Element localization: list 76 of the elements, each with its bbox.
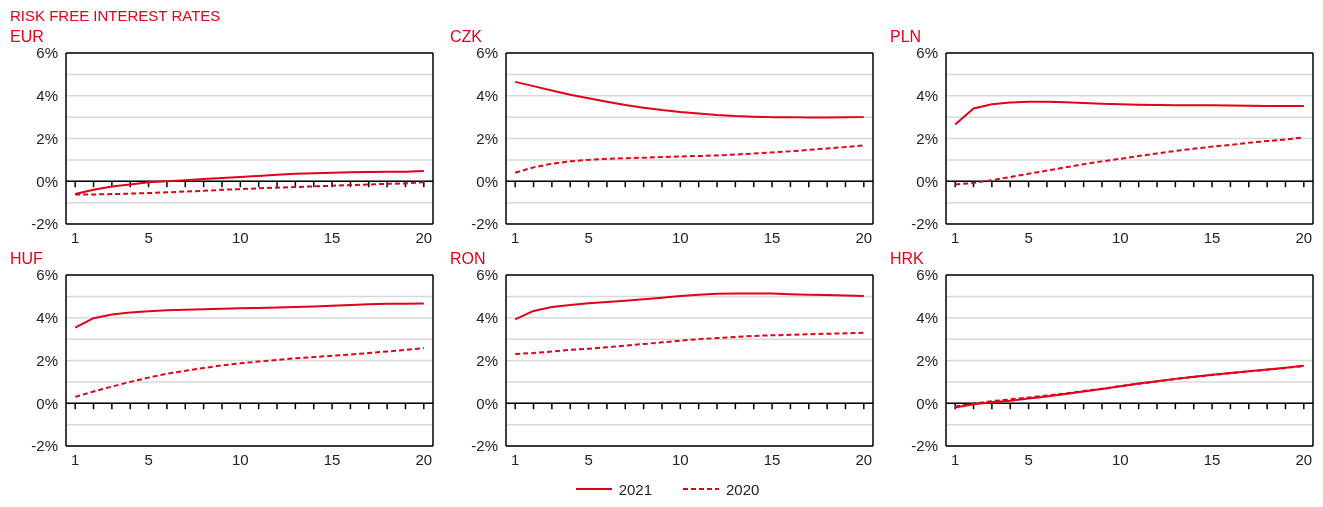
x-tick-label: 20 [855, 228, 873, 246]
x-tick-label: 5 [584, 228, 593, 246]
x-tick-label: 20 [415, 450, 433, 468]
x-tick-label: 1 [951, 228, 960, 246]
y-tick-label: 2% [476, 351, 498, 369]
x-tick-label: 5 [144, 228, 153, 246]
x-tick-label: 10 [671, 450, 689, 468]
y-tick-label: 6% [916, 44, 938, 62]
y-tick-label: 0% [36, 172, 58, 190]
y-tick-label: 2% [476, 129, 498, 147]
y-tick-label: 2% [916, 129, 938, 147]
line-series [954, 100, 1305, 126]
x-tick-label: 10 [1111, 228, 1129, 246]
y-tick-label: -2% [31, 437, 58, 455]
x-tick-label: 5 [584, 450, 593, 468]
x-tick-label: 1 [511, 450, 520, 468]
y-tick-label: 0% [916, 172, 938, 190]
y-tick-label: 0% [916, 394, 938, 412]
y-tick-label: 0% [476, 394, 498, 412]
y-tick-label: -2% [911, 437, 938, 455]
x-tick-label: 15 [1203, 228, 1221, 246]
y-tick-label: 2% [916, 351, 938, 369]
y-tick-label: 6% [916, 266, 938, 284]
y-tick-label: 4% [916, 87, 938, 105]
y-tick-label: -2% [471, 437, 498, 455]
x-tick-label: 15 [1203, 450, 1221, 468]
chart-title: EUR [9, 28, 45, 46]
y-tick-label: 4% [36, 309, 58, 327]
chart-title: CZK [449, 28, 483, 46]
chart-title: RON [449, 250, 487, 268]
y-tick-label: -2% [31, 215, 58, 233]
y-tick-label: 6% [36, 44, 58, 62]
y-tick-label: 4% [476, 309, 498, 327]
x-tick-label: 20 [1295, 228, 1313, 246]
legend-label: 2020 [726, 480, 760, 498]
y-tick-label: -2% [471, 215, 498, 233]
chart-title: HUF [9, 250, 44, 268]
x-tick-label: 10 [231, 228, 249, 246]
y-tick-label: 4% [36, 87, 58, 105]
y-tick-label: -2% [911, 215, 938, 233]
x-tick-label: 20 [855, 450, 873, 468]
x-tick-label: 20 [415, 228, 433, 246]
y-tick-label: 6% [476, 266, 498, 284]
x-tick-label: 5 [1024, 450, 1033, 468]
x-tick-label: 1 [71, 450, 80, 468]
x-tick-label: 15 [763, 450, 781, 468]
line-series [514, 292, 865, 321]
text: RISK FREE INTEREST RATES [9, 7, 222, 24]
line-series [514, 331, 865, 356]
chart-title: PLN [889, 28, 923, 46]
chart-title: HRK [889, 250, 925, 268]
x-tick-label: 10 [671, 228, 689, 246]
x-tick-label: 15 [763, 228, 781, 246]
line-series [74, 347, 425, 398]
y-tick-label: 2% [36, 351, 58, 369]
x-tick-label: 5 [1024, 228, 1033, 246]
x-tick-label: 20 [1295, 450, 1313, 468]
legend-label: 2021 [618, 480, 652, 498]
x-tick-label: 1 [71, 228, 80, 246]
y-tick-label: 0% [36, 394, 58, 412]
y-tick-label: 4% [476, 87, 498, 105]
line-series [514, 144, 865, 174]
y-tick-label: 0% [476, 172, 498, 190]
y-tick-label: 6% [36, 266, 58, 284]
x-tick-label: 10 [1111, 450, 1129, 468]
line-series [74, 302, 425, 329]
y-tick-label: 6% [476, 44, 498, 62]
y-tick-label: 2% [36, 129, 58, 147]
x-tick-label: 10 [231, 450, 249, 468]
x-tick-label: 15 [323, 450, 341, 468]
x-tick-label: 1 [951, 450, 960, 468]
y-tick-label: 4% [916, 309, 938, 327]
x-tick-label: 15 [323, 228, 341, 246]
x-tick-label: 1 [511, 228, 520, 246]
x-tick-label: 5 [144, 450, 153, 468]
line-series [514, 80, 865, 119]
